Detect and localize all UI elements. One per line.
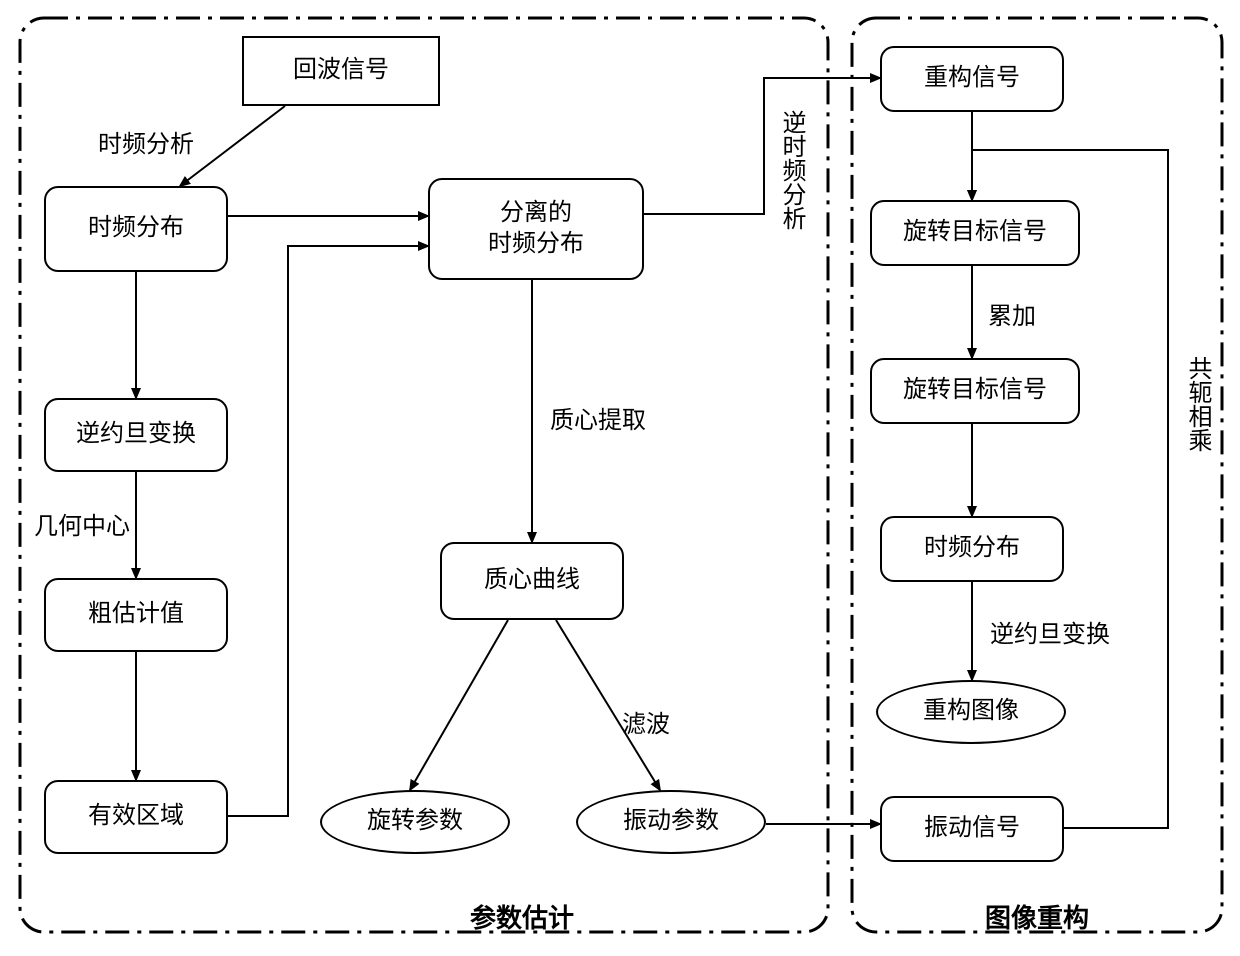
node-rotation-parameters: 旋转参数 — [320, 790, 510, 854]
node-rotating-target-signal-1: 旋转目标信号 — [870, 200, 1080, 266]
node-centroid-curve: 质心曲线 — [440, 542, 624, 620]
edge-label-conjugate-multiply: 共轭相乘 — [1180, 356, 1215, 452]
edge-label-geometric-center: 几何中心 — [34, 506, 130, 541]
panel-label-parameter-estimation: 参数估计 — [470, 898, 574, 935]
node-inverse-jordan-transform: 逆约旦变换 — [44, 398, 228, 472]
panel-label-image-reconstruction: 图像重构 — [985, 898, 1089, 935]
node-reconstructed-image: 重构图像 — [876, 680, 1066, 744]
node-echo-signal: 回波信号 — [242, 36, 440, 106]
node-tf-distribution-2: 时频分布 — [880, 516, 1064, 582]
node-coarse-estimate: 粗估计值 — [44, 578, 228, 652]
node-separated-tf-distribution: 分离的 时频分布 — [428, 178, 644, 280]
node-rotating-target-signal-2: 旋转目标信号 — [870, 358, 1080, 424]
edge-label-inverse-tf-analysis: 逆时频分析 — [774, 110, 809, 230]
node-reconstructed-signal: 重构信号 — [880, 46, 1064, 112]
node-effective-region: 有效区域 — [44, 780, 228, 854]
edge-label-inverse-jordan-transform: 逆约旦变换 — [990, 614, 1110, 649]
panel-border-right — [852, 18, 1222, 932]
edge-label-accumulate: 累加 — [988, 296, 1036, 331]
node-vibration-signal: 振动信号 — [880, 796, 1064, 862]
diagram-canvas: 回波信号 时频分布 分离的 时频分布 逆约旦变换 粗估计值 有效区域 质心曲线 … — [0, 0, 1240, 956]
edge-label-filtering: 滤波 — [622, 704, 670, 739]
edge-label-tf-analysis: 时频分析 — [98, 124, 194, 159]
node-vibration-parameters: 振动参数 — [576, 790, 766, 854]
node-tf-distribution: 时频分布 — [44, 186, 228, 272]
edge-label-centroid-extraction: 质心提取 — [550, 400, 646, 435]
